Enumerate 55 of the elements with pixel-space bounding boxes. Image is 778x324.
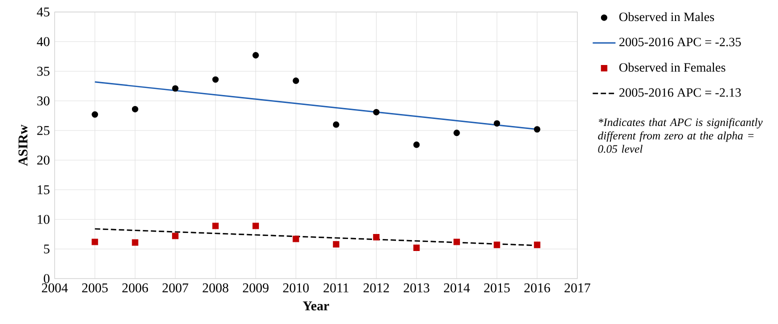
legend-label: 2005-2016 APC = -2.13 [619, 88, 741, 97]
point [252, 222, 259, 230]
x-tick-label: 2005 [82, 283, 108, 292]
point [454, 130, 460, 136]
x-tick-label: 2007 [162, 283, 188, 292]
x-tick-label: 2017 [564, 283, 590, 292]
legend-label: 2005-2016 APC = -2.35 [619, 38, 741, 46]
y-tick-label: 40 [36, 37, 50, 46]
point [132, 106, 138, 112]
point [454, 238, 460, 246]
y-tick-label: 10 [38, 214, 50, 224]
legend-label: Observed in Females [619, 62, 726, 72]
point [252, 52, 259, 58]
point [172, 232, 178, 240]
point [172, 85, 178, 92]
point [292, 78, 300, 84]
point [534, 242, 540, 248]
x-tick-label: 2011 [324, 283, 348, 292]
x-tick-label: 2009 [242, 283, 268, 292]
y-axis-title: ASIRw [18, 124, 28, 166]
x-tick-label: 2014 [444, 283, 470, 292]
y-tick-label: 25 [37, 126, 50, 135]
point [494, 242, 500, 248]
x-tick-label: 2010 [283, 283, 309, 292]
point [292, 236, 300, 242]
text: *Indicates that APC is significantly different from zero at the alpha = 0.05 level [598, 118, 763, 153]
y-tick-label: 5 [44, 244, 50, 254]
point [373, 108, 380, 116]
point [212, 222, 219, 230]
y-tick-label: 20 [37, 156, 50, 165]
point [413, 244, 420, 252]
x-axis-title: Year [302, 302, 330, 310]
point [332, 241, 340, 248]
y-tick-label: 30 [37, 96, 50, 106]
point [92, 111, 98, 118]
y-tick-label: 35 [37, 66, 50, 76]
point [92, 238, 98, 246]
y-tick-label: 45 [36, 8, 50, 16]
x-tick-label: 2012 [364, 283, 389, 292]
x-tick-label: 2013 [404, 283, 430, 292]
y-tick-label: 15 [38, 185, 50, 194]
x-tick-label: 2004 [42, 283, 68, 292]
legend-label: Observed in Males [619, 12, 714, 22]
point [373, 234, 380, 240]
x-tick-label: 2015 [484, 283, 510, 292]
point [413, 142, 420, 148]
x-tick-label: 2006 [122, 283, 148, 292]
x-tick-label: 2008 [202, 283, 228, 292]
x-tick-label: 2016 [524, 283, 550, 292]
point [212, 76, 219, 83]
point [132, 239, 138, 246]
y-tick-label: 0 [44, 274, 50, 284]
point [332, 121, 340, 128]
point [534, 126, 540, 133]
point [494, 120, 500, 127]
